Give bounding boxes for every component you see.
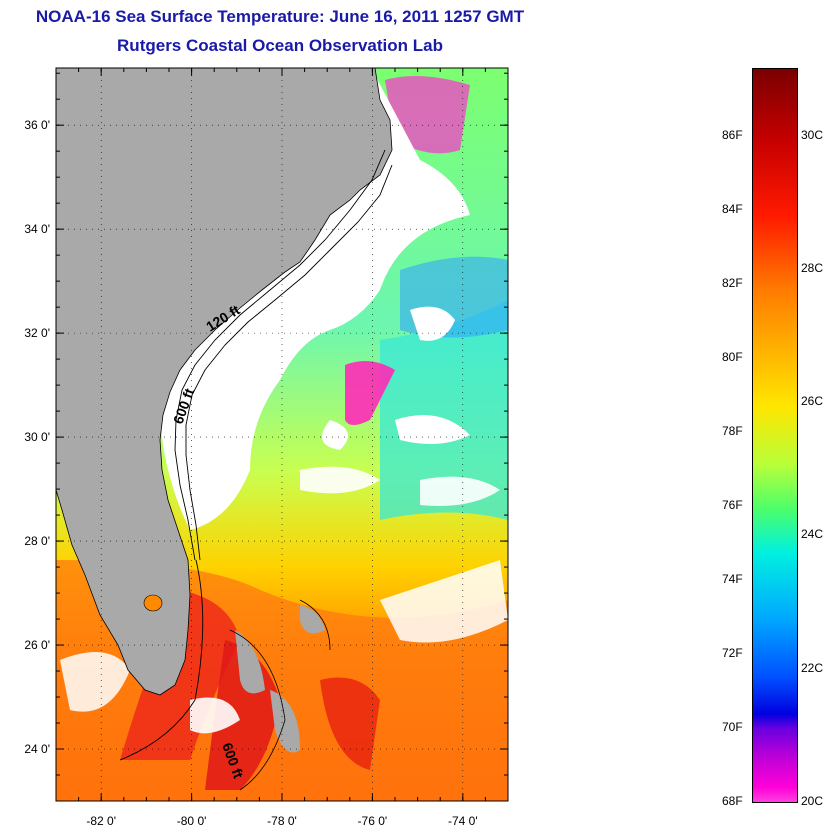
lon-tick-label: -80 0' bbox=[177, 814, 207, 828]
chart-subtitle: Rutgers Coastal Ocean Observation Lab bbox=[117, 36, 443, 55]
fahrenheit-label: 82F bbox=[722, 275, 743, 290]
cloud-fleck bbox=[395, 415, 470, 444]
fahrenheit-label: 72F bbox=[722, 645, 743, 660]
celsius-label: 30C bbox=[801, 127, 824, 142]
celsius-label: 22C bbox=[801, 660, 824, 675]
lat-tick-label: 28 0' bbox=[24, 534, 50, 548]
bahamas-island bbox=[300, 605, 325, 634]
cloud-fleck bbox=[322, 420, 348, 450]
chart-title: NOAA-16 Sea Surface Temperature: June 16… bbox=[35, 7, 525, 26]
lat-tick-label: 34 0' bbox=[24, 222, 50, 236]
fahrenheit-label: 86F bbox=[722, 127, 743, 142]
fahrenheit-label: 68F bbox=[722, 794, 743, 808]
magenta-patch-north bbox=[385, 76, 470, 154]
cloud-fleck bbox=[380, 560, 508, 643]
lake-okeechobee bbox=[143, 594, 163, 612]
bahamas-island bbox=[235, 630, 265, 694]
fahrenheit-label: 76F bbox=[722, 497, 743, 512]
lon-tick-label: -74 0' bbox=[448, 814, 478, 828]
lat-tick-label: 24 0' bbox=[24, 742, 50, 756]
color-scale-bar bbox=[752, 68, 798, 803]
lat-tick-label: 32 0' bbox=[24, 326, 50, 340]
contour-bahamas bbox=[229, 629, 286, 791]
celsius-label: 26C bbox=[801, 394, 824, 409]
magenta-patch bbox=[345, 361, 395, 425]
fahrenheit-label: 84F bbox=[722, 201, 743, 216]
cloud-fleck bbox=[300, 466, 380, 494]
fahrenheit-label: 74F bbox=[722, 571, 743, 586]
fahrenheit-label: 70F bbox=[722, 719, 743, 734]
celsius-label: 24C bbox=[801, 527, 824, 542]
fahrenheit-label: 80F bbox=[722, 349, 743, 364]
hot-water-patch-2 bbox=[320, 677, 380, 770]
land-mass bbox=[56, 68, 393, 696]
lon-tick-label: -78 0' bbox=[267, 814, 297, 828]
lon-tick-label: -82 0' bbox=[86, 814, 116, 828]
contour-120ft bbox=[174, 149, 386, 561]
contour-florida-straits bbox=[119, 559, 204, 761]
cloud-fleck bbox=[60, 652, 130, 712]
cool-water-patch bbox=[380, 300, 508, 520]
axis-ticks: 36 0' 34 0' 32 0' 30 0' 28 0' 26 0' 24 0' -82 0… bbox=[24, 68, 509, 828]
lat-tick-label: 26 0' bbox=[24, 638, 50, 652]
cloud-fleck bbox=[410, 306, 455, 341]
lon-tick-label: -76 0' bbox=[358, 814, 388, 828]
lat-tick-label: 36 0' bbox=[24, 118, 50, 132]
celsius-label: 20C bbox=[801, 794, 824, 808]
contour-bahamas-2 bbox=[299, 599, 331, 651]
cloud-fleck bbox=[420, 476, 500, 506]
graticule bbox=[56, 68, 508, 801]
cloud-fleck bbox=[190, 697, 240, 734]
gulf-stream-core bbox=[120, 590, 240, 760]
contour-600ft bbox=[185, 164, 393, 561]
celsius-label: 28C bbox=[801, 260, 824, 275]
lat-tick-label: 30 0' bbox=[24, 430, 50, 444]
fahrenheit-label: 78F bbox=[722, 423, 743, 438]
